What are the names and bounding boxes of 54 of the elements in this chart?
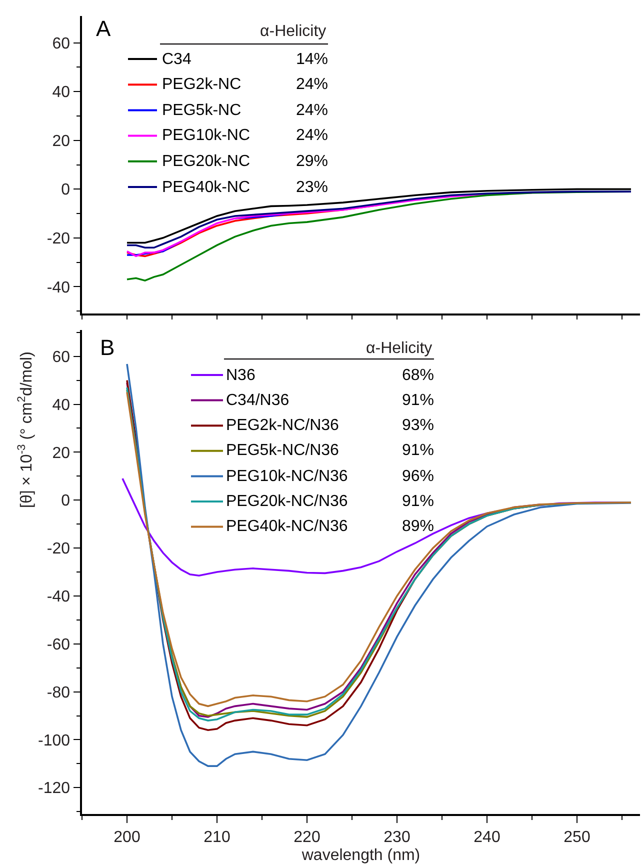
legend-label: PEG2k-NC [162, 76, 242, 93]
legend-label: PEG40k-NC [162, 179, 250, 196]
annotation: 91% [402, 442, 434, 459]
annotation: 91% [402, 392, 434, 409]
legend-label: N36 [226, 367, 256, 384]
annotation: 24% [296, 102, 328, 119]
annotation: 96% [402, 468, 434, 485]
legend-title: α-Helicity [260, 23, 326, 40]
annotation: 91% [402, 493, 434, 510]
x-tick-label: 200 [114, 828, 140, 846]
legend-label: PEG20k-NC [162, 153, 250, 170]
y-tick-label: -20 [46, 540, 70, 558]
annotation: 14% [296, 51, 328, 68]
annotation: 68% [402, 367, 434, 384]
legend-label: PEG20k-NC/N36 [226, 493, 348, 510]
annotation: 24% [296, 76, 328, 93]
y-tick-label: -40 [46, 279, 70, 296]
y-tick-label: -100 [38, 732, 70, 750]
y-tick-label: 40 [52, 84, 70, 102]
line-series [126, 363, 632, 767]
chart-title: B [100, 335, 115, 360]
x-tick-label: 210 [204, 828, 230, 846]
y-tick-label: -20 [46, 230, 70, 248]
legend-label: PEG10k-NC [162, 127, 250, 144]
y-tick-label: 60 [52, 35, 70, 52]
legend-label: PEG10k-NC/N36 [226, 468, 348, 485]
legend-label: PEG5k-NC/N36 [226, 442, 340, 459]
y-tick-label: -120 [38, 780, 70, 798]
x-axis-title: wavelength (nm) [300, 847, 420, 864]
x-tick-label: 250 [564, 828, 590, 846]
legend-label: PEG2k-NC/N36 [226, 417, 340, 434]
annotation: 93% [402, 417, 434, 434]
x-tick-label: 220 [294, 828, 320, 846]
legend-label: C34/N36 [226, 392, 290, 409]
legend-title: α-Helicity [366, 340, 432, 357]
y-tick-label: 0 [61, 182, 70, 199]
annotation: 89% [402, 518, 434, 535]
x-tick-label: 230 [384, 828, 410, 846]
y-tick-label: 0 [61, 492, 70, 510]
legend-label: PEG40k-NC/N36 [226, 518, 348, 535]
annotation: 24% [296, 127, 328, 144]
y-tick-label: -60 [46, 636, 70, 654]
y-tick-label: 20 [52, 444, 70, 462]
y-tick-label: -80 [46, 684, 70, 702]
y-tick-label: 60 [52, 348, 70, 366]
annotation: 29% [296, 153, 328, 170]
legend-label: C34 [162, 51, 192, 68]
x-tick-label: 240 [474, 828, 500, 846]
y-tick-label: 20 [52, 132, 70, 150]
chart-title: A [96, 16, 111, 41]
legend-label: PEG5k-NC [162, 102, 242, 119]
y-tick-label: -40 [46, 588, 70, 606]
annotation: 23% [296, 179, 328, 196]
y-tick-label: 40 [52, 396, 70, 414]
